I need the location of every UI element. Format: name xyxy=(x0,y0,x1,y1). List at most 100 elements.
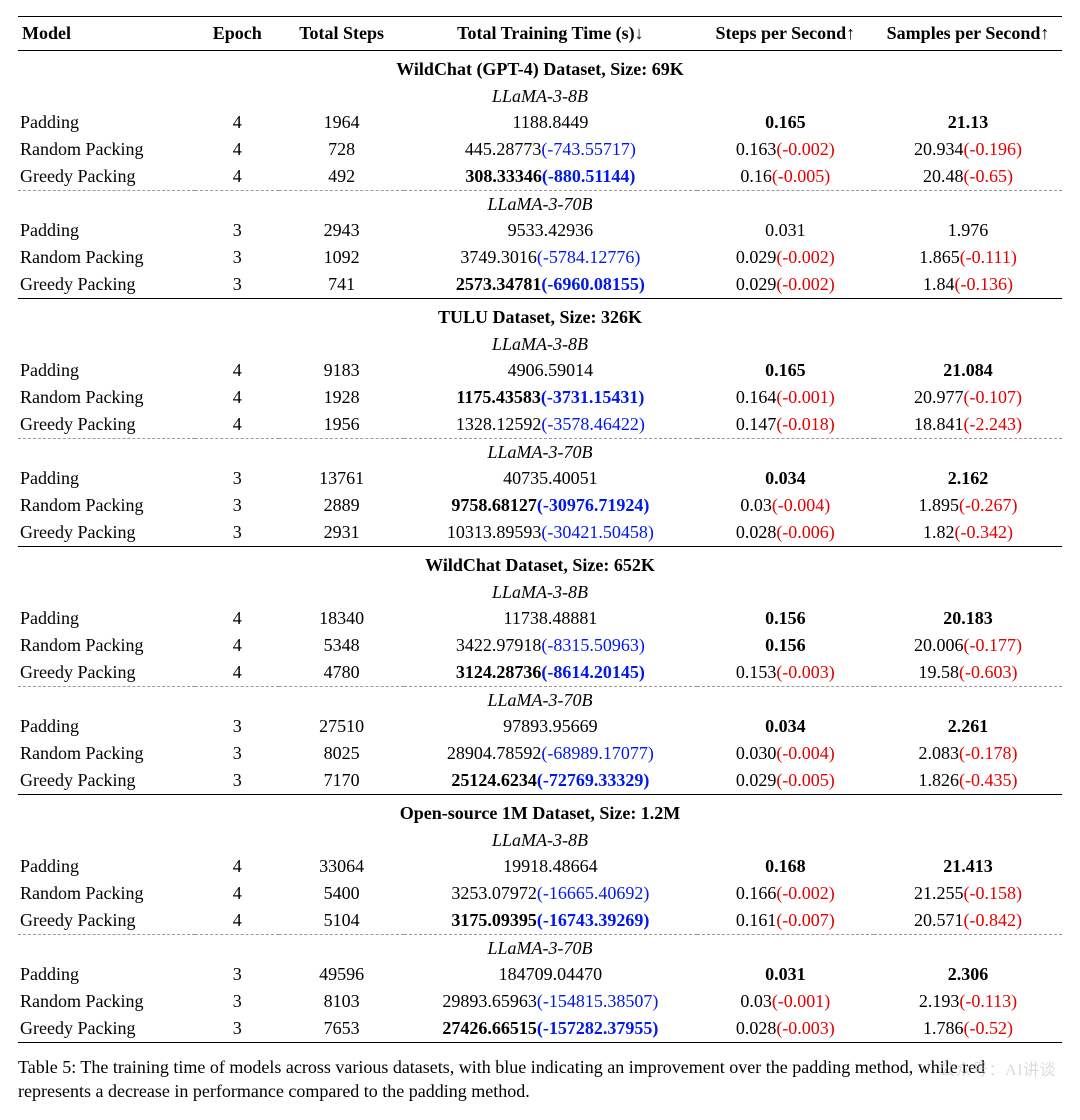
section-title: Open-source 1M Dataset, Size: 1.2M xyxy=(18,795,1062,828)
cell-sps: 0.031 xyxy=(697,217,874,244)
cell-time: 25124.6234(-72769.33329) xyxy=(404,767,696,795)
col-steps: Total Steps xyxy=(279,17,404,51)
cell-model: Greedy Packing xyxy=(18,1015,195,1043)
cell-smps: 2.306 xyxy=(874,961,1062,988)
cell-smps: 1.895(-0.267) xyxy=(874,492,1062,519)
cell-time: 19918.48664 xyxy=(404,853,696,880)
cell-smps: 2.083(-0.178) xyxy=(874,740,1062,767)
cell-time: 29893.65963(-154815.38507) xyxy=(404,988,696,1015)
cell-epoch: 3 xyxy=(195,988,279,1015)
cell-epoch: 4 xyxy=(195,357,279,384)
table-row: Greedy Packing419561328.12592(-3578.4642… xyxy=(18,411,1062,439)
cell-epoch: 4 xyxy=(195,384,279,411)
cell-epoch: 4 xyxy=(195,163,279,191)
cell-steps: 2931 xyxy=(279,519,404,547)
cell-sps: 0.029(-0.002) xyxy=(697,271,874,299)
cell-smps: 1.826(-0.435) xyxy=(874,767,1062,795)
cell-time: 1175.43583(-3731.15431) xyxy=(404,384,696,411)
cell-time: 2573.34781(-6960.08155) xyxy=(404,271,696,299)
cell-sps: 0.03(-0.004) xyxy=(697,492,874,519)
cell-model: Random Packing xyxy=(18,244,195,271)
cell-time: 3253.07972(-16665.40692) xyxy=(404,880,696,907)
cell-sps: 0.166(-0.002) xyxy=(697,880,874,907)
cell-model: Padding xyxy=(18,605,195,632)
cell-model: Greedy Packing xyxy=(18,907,195,935)
cell-time: 4906.59014 xyxy=(404,357,696,384)
cell-smps: 21.084 xyxy=(874,357,1062,384)
cell-epoch: 4 xyxy=(195,659,279,687)
cell-epoch: 3 xyxy=(195,767,279,795)
table-header-row: Model Epoch Total Steps Total Training T… xyxy=(18,17,1062,51)
submodel-label: LLaMA-3-8B xyxy=(18,331,1062,357)
cell-smps: 18.841(-2.243) xyxy=(874,411,1062,439)
cell-epoch: 3 xyxy=(195,492,279,519)
cell-smps: 19.58(-0.603) xyxy=(874,659,1062,687)
cell-model: Greedy Packing xyxy=(18,271,195,299)
cell-model: Padding xyxy=(18,357,195,384)
cell-time: 40735.40051 xyxy=(404,465,696,492)
table-row: Padding41834011738.488810.15620.183 xyxy=(18,605,1062,632)
cell-sps: 0.163(-0.002) xyxy=(697,136,874,163)
cell-model: Padding xyxy=(18,853,195,880)
cell-smps: 21.13 xyxy=(874,109,1062,136)
cell-sps: 0.164(-0.001) xyxy=(697,384,874,411)
cell-steps: 8103 xyxy=(279,988,404,1015)
table-row: Padding349596184709.044700.0312.306 xyxy=(18,961,1062,988)
cell-epoch: 4 xyxy=(195,109,279,136)
cell-epoch: 4 xyxy=(195,411,279,439)
cell-steps: 5104 xyxy=(279,907,404,935)
cell-steps: 7653 xyxy=(279,1015,404,1043)
cell-smps: 2.193(-0.113) xyxy=(874,988,1062,1015)
cell-epoch: 3 xyxy=(195,740,279,767)
cell-smps: 20.48(-0.65) xyxy=(874,163,1062,191)
cell-steps: 2889 xyxy=(279,492,404,519)
cell-smps: 1.786(-0.52) xyxy=(874,1015,1062,1043)
cell-sps: 0.156 xyxy=(697,605,874,632)
cell-steps: 5400 xyxy=(279,880,404,907)
cell-steps: 13761 xyxy=(279,465,404,492)
cell-epoch: 4 xyxy=(195,853,279,880)
cell-sps: 0.029(-0.005) xyxy=(697,767,874,795)
table-row: Random Packing454003253.07972(-16665.406… xyxy=(18,880,1062,907)
cell-epoch: 3 xyxy=(195,713,279,740)
cell-smps: 20.006(-0.177) xyxy=(874,632,1062,659)
cell-steps: 33064 xyxy=(279,853,404,880)
table-row: Greedy Packing37412573.34781(-6960.08155… xyxy=(18,271,1062,299)
cell-time: 10313.89593(-30421.50458) xyxy=(404,519,696,547)
cell-epoch: 3 xyxy=(195,1015,279,1043)
table-row: Random Packing310923749.3016(-5784.12776… xyxy=(18,244,1062,271)
table-row: Greedy Packing451043175.09395(-16743.392… xyxy=(18,907,1062,935)
cell-epoch: 3 xyxy=(195,465,279,492)
cell-epoch: 4 xyxy=(195,136,279,163)
table-row: Padding31376140735.400510.0342.162 xyxy=(18,465,1062,492)
cell-model: Greedy Packing xyxy=(18,767,195,795)
cell-time: 1328.12592(-3578.46422) xyxy=(404,411,696,439)
table-row: Random Packing4728445.28773(-743.55717)0… xyxy=(18,136,1062,163)
submodel-label: LLaMA-3-70B xyxy=(18,935,1062,962)
cell-sps: 0.03(-0.001) xyxy=(697,988,874,1015)
cell-sps: 0.156 xyxy=(697,632,874,659)
table-row: Random Packing3810329893.65963(-154815.3… xyxy=(18,988,1062,1015)
cell-sps: 0.029(-0.002) xyxy=(697,244,874,271)
cell-time: 184709.04470 xyxy=(404,961,696,988)
cell-time: 1188.8449 xyxy=(404,109,696,136)
cell-steps: 728 xyxy=(279,136,404,163)
cell-time: 3124.28736(-8614.20145) xyxy=(404,659,696,687)
cell-steps: 1956 xyxy=(279,411,404,439)
table-row: Random Packing419281175.43583(-3731.1543… xyxy=(18,384,1062,411)
cell-smps: 20.977(-0.107) xyxy=(874,384,1062,411)
table-row: Padding43306419918.486640.16821.413 xyxy=(18,853,1062,880)
cell-time: 3175.09395(-16743.39269) xyxy=(404,907,696,935)
table-row: Greedy Packing447803124.28736(-8614.2014… xyxy=(18,659,1062,687)
cell-steps: 1092 xyxy=(279,244,404,271)
cell-smps: 21.413 xyxy=(874,853,1062,880)
cell-steps: 18340 xyxy=(279,605,404,632)
cell-model: Random Packing xyxy=(18,988,195,1015)
cell-steps: 741 xyxy=(279,271,404,299)
cell-time: 11738.48881 xyxy=(404,605,696,632)
table-row: Padding491834906.590140.16521.084 xyxy=(18,357,1062,384)
submodel-label: LLaMA-3-70B xyxy=(18,687,1062,714)
cell-smps: 1.976 xyxy=(874,217,1062,244)
cell-epoch: 3 xyxy=(195,244,279,271)
cell-time: 9758.68127(-30976.71924) xyxy=(404,492,696,519)
